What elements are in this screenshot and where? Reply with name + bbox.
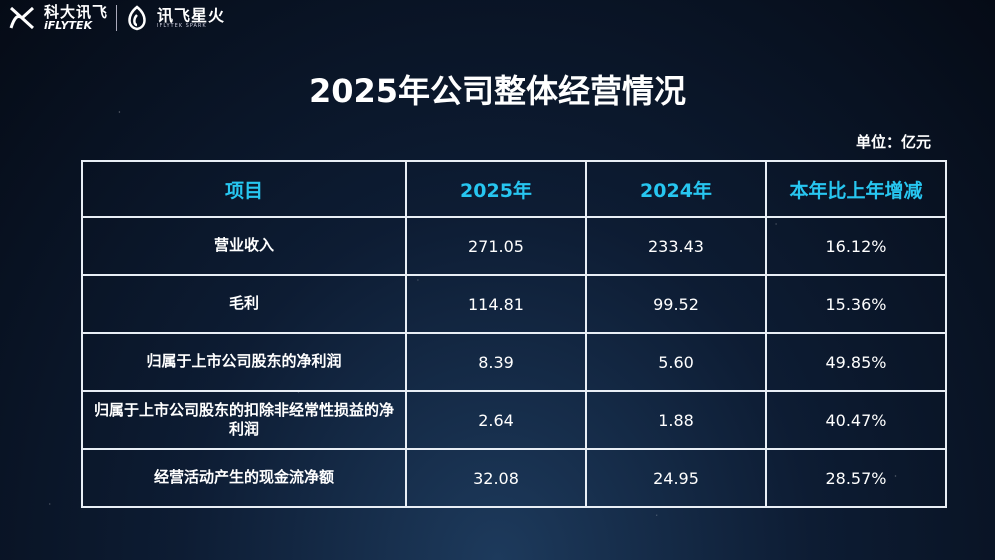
logo-en: iFLYTEK [44, 19, 93, 32]
cell-value: 114.81 [405, 274, 587, 334]
row-label: 归属于上市公司股东的扣除非经常性损益的净利润 [81, 390, 407, 450]
iflytek-icon [9, 6, 35, 30]
row-label: 营业收入 [81, 216, 407, 276]
spark-en: IFLYTEK SPARK [157, 22, 207, 29]
cell-value: 16.12% [765, 216, 947, 276]
row-label: 毛利 [81, 274, 407, 334]
table-row: 归属于上市公司股东的扣除非经常性损益的净利润 2.64 1.88 40.47% [81, 390, 947, 450]
logo-bar: 科大讯飞 iFLYTEK 讯飞星火 IFLYTEK SPARK [8, 4, 225, 32]
cell-value: 8.39 [405, 332, 587, 392]
logo-separator [116, 5, 118, 31]
table-row: 归属于上市公司股东的净利润 8.39 5.60 49.85% [81, 332, 947, 392]
table-row: 营业收入 271.05 233.43 16.12% [81, 216, 947, 276]
table-row: 毛利 114.81 99.52 15.36% [81, 274, 947, 334]
row-label: 经营活动产生的现金流净额 [81, 448, 407, 508]
column-header: 2025年 [405, 160, 587, 218]
unit-label: 单位：亿元 [855, 133, 931, 151]
logo-cn: 科大讯飞 [44, 3, 109, 21]
spark-text: 讯飞星火 IFLYTEK SPARK [157, 5, 226, 29]
spark-cn: 讯飞星火 [157, 5, 226, 25]
cell-value: 24.95 [585, 448, 767, 508]
cell-value: 271.05 [405, 216, 587, 276]
row-label: 归属于上市公司股东的净利润 [81, 332, 407, 392]
cell-value: 40.47% [765, 390, 947, 450]
table-row: 经营活动产生的现金流净额 32.08 24.95 28.57% [81, 448, 947, 508]
results-table: 项目 2025年 2024年 本年比上年增减 营业收入 271.05 233.43 16.1… [81, 160, 947, 508]
title: 2025年公司整体经营情况 [308, 72, 687, 110]
cell-value: 99.52 [585, 274, 767, 334]
column-header: 项目 [81, 160, 407, 218]
header-row: 项目 2025年 2024年 本年比上年增减 [81, 160, 947, 218]
cell-value: 1.88 [585, 390, 767, 450]
cell-value: 28.57% [765, 448, 947, 508]
column-header: 本年比上年增减 [765, 160, 947, 218]
cell-value: 233.43 [585, 216, 767, 276]
cell-value: 15.36% [765, 274, 947, 334]
column-header: 2024年 [585, 160, 767, 218]
cell-value: 32.08 [405, 448, 587, 508]
iflytek-text: 科大讯飞 iFLYTEK [44, 3, 109, 32]
spark-icon [128, 5, 146, 31]
cell-value: 5.60 [585, 332, 767, 392]
cell-value: 2.64 [405, 390, 587, 450]
cell-value: 49.85% [765, 332, 947, 392]
table-body: 营业收入 271.05 233.43 16.12% 毛利 114.81 99.52 15.36… [81, 216, 947, 508]
